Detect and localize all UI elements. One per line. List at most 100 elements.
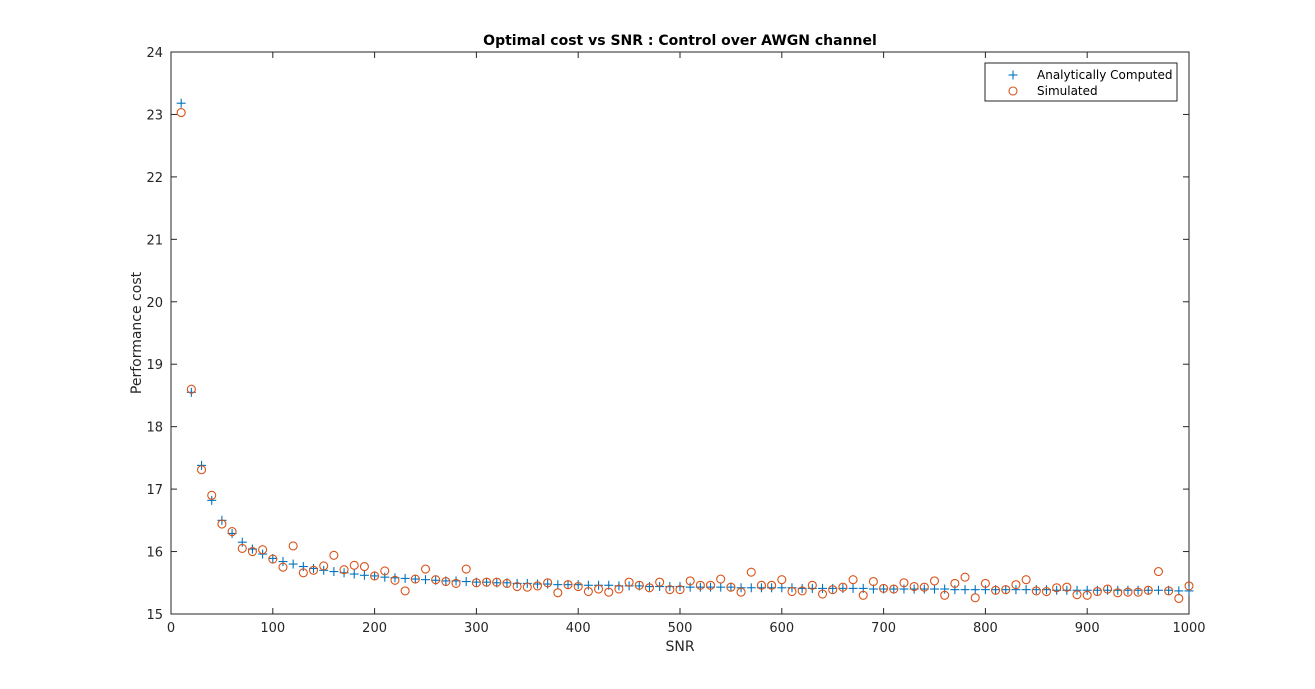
point-analytically-computed [532,579,542,589]
point-analytically-computed [970,585,980,595]
point-simulated [186,384,196,394]
point-simulated [583,586,593,597]
point-simulated [441,576,451,587]
point-simulated [644,583,655,593]
point-analytically-computed [1082,585,1092,595]
point-analytically-computed [746,583,756,593]
point-simulated [991,585,1001,595]
point-simulated [828,585,838,595]
x-tick-label: 900 [1075,621,1100,636]
legend-label-simulated: Simulated [1037,84,1098,98]
point-simulated [848,575,858,585]
point-simulated [1072,590,1082,600]
point-simulated [1011,580,1021,590]
legend-plus-icon [1008,70,1018,80]
point-analytically-computed [1041,585,1051,595]
point-simulated [1001,585,1011,595]
point-analytically-computed [940,584,950,594]
point-analytically-computed [359,570,369,580]
point-analytically-computed [695,582,705,592]
point-simulated [217,519,227,529]
point-simulated [980,578,990,588]
x-tick-label: 100 [260,621,285,636]
point-simulated [817,589,828,599]
point-simulated [634,580,644,590]
point-simulated [522,582,532,592]
point-analytically-computed [482,577,492,587]
data-marks [176,98,1194,603]
point-analytically-computed [899,584,909,594]
y-axis-label: Performance cost [129,271,145,394]
point-simulated [797,586,807,596]
point-analytically-computed [1133,585,1143,595]
point-analytically-computed [410,574,420,584]
point-analytically-computed [1184,586,1194,596]
point-simulated [1153,566,1164,577]
point-analytically-computed [583,580,593,590]
point-simulated [1021,575,1031,585]
point-analytically-computed [176,98,186,108]
point-simulated [950,578,960,588]
x-tick-label: 400 [566,621,591,636]
plot-area [170,51,1190,615]
point-simulated [1164,586,1174,596]
point-simulated [207,490,217,500]
point-analytically-computed [685,582,695,592]
point-simulated [471,578,481,588]
point-simulated [879,583,889,593]
point-simulated [339,565,349,575]
point-analytically-computed [461,577,471,587]
point-analytically-computed [207,495,217,505]
legend-marker-simulated [1008,86,1018,96]
point-analytically-computed [1143,585,1153,595]
point-simulated [614,584,624,594]
point-simulated [1092,586,1102,597]
point-simulated [380,566,390,576]
point-simulated [359,561,369,572]
point-simulated [960,572,970,582]
point-analytically-computed [950,585,960,595]
point-analytically-computed [726,582,736,592]
point-simulated [349,560,359,570]
point-simulated [736,587,746,597]
point-simulated [624,577,634,587]
point-simulated [532,581,543,591]
y-tick-label: 19 [146,358,163,373]
point-simulated [1062,582,1072,592]
point-analytically-computed [980,585,990,595]
point-analytically-computed [1011,585,1021,595]
point-simulated [1113,588,1123,598]
point-simulated [919,582,929,592]
y-tick-label: 20 [146,296,163,311]
x-tick-label: 300 [464,621,489,636]
point-simulated [1133,587,1143,597]
point-simulated [370,571,380,581]
point-simulated [502,578,512,588]
point-analytically-computed [370,571,380,581]
y-tick-label: 23 [146,108,163,123]
point-analytically-computed [706,582,716,592]
point-simulated [899,578,909,588]
x-tick-label: 700 [871,621,896,636]
legend-box [984,62,1178,102]
point-analytically-computed [1021,585,1031,595]
point-simulated [308,565,319,575]
point-simulated [400,586,410,596]
point-analytically-computed [278,557,288,567]
point-simulated [726,582,736,592]
y-tick-label: 21 [146,233,163,248]
point-simulated [604,587,614,597]
point-analytically-computed [930,584,939,594]
point-analytically-computed [349,569,359,579]
x-axis-ticks: 0 100 200 300 400 500 600 700 800 900 1000 [167,52,1206,636]
point-simulated [543,578,553,588]
y-tick-label: 18 [146,421,163,436]
point-analytically-computed [298,562,308,572]
point-simulated [807,580,817,590]
point-simulated [196,465,207,475]
legend: Analytically Computed Simulated [984,62,1178,102]
point-simulated [461,564,471,574]
y-tick-label: 17 [146,483,163,498]
point-simulated [767,580,777,590]
